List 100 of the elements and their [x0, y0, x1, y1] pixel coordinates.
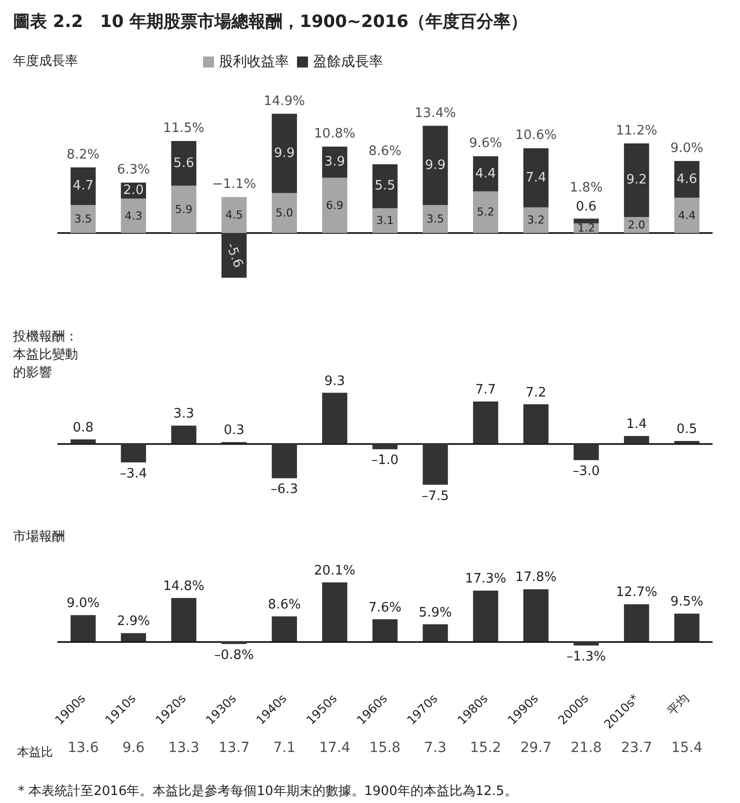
text: 本益比 — [17, 745, 53, 759]
data-label: 6.9 — [326, 198, 344, 212]
total-label: 8.2% — [66, 147, 100, 162]
text: * 本表統計至2016年。本益比是參考每個10年期末的數據。1900年的本益比為12.5。 — [18, 784, 518, 799]
bar — [171, 598, 196, 642]
bar — [624, 143, 650, 217]
data-label: 1.4 — [626, 417, 647, 432]
data-label: 4.5 — [225, 208, 243, 222]
data-label: 4.4 — [475, 166, 496, 182]
data-label: 9.2 — [626, 172, 647, 188]
total-label: 9.0% — [670, 141, 704, 156]
data-label: 17.4 — [319, 740, 350, 756]
data-label: –0.8% — [214, 648, 254, 664]
data-label: 4.6 — [676, 172, 698, 187]
bar — [70, 205, 96, 233]
data-label: 2.9% — [116, 614, 150, 630]
chart-subtitle: 年度成長率 — [13, 53, 78, 69]
bar — [523, 207, 548, 233]
bar — [322, 392, 348, 444]
total-label: 9.6% — [469, 136, 502, 152]
data-label: 2.0 — [123, 183, 144, 198]
data-label: 9.5% — [670, 594, 704, 610]
data-label: 17.8% — [515, 570, 557, 586]
bar — [624, 604, 650, 642]
legend-label: 股利收益率 — [219, 54, 289, 70]
data-label: 4.3 — [124, 209, 142, 222]
bar — [624, 436, 650, 444]
bar — [422, 444, 448, 485]
bar — [372, 619, 398, 642]
data-label: 5.9% — [418, 605, 452, 620]
bar — [372, 164, 398, 208]
bar — [120, 444, 146, 462]
chart-title: 投機報酬：本益比變動的影響 — [12, 330, 78, 380]
data-label: 9.0% — [66, 596, 100, 612]
total-label: −1.1% — [212, 177, 256, 192]
data-label: 20.1% — [314, 563, 356, 578]
data-label: 9.3 — [324, 374, 346, 389]
bar — [372, 208, 398, 233]
bar — [222, 197, 247, 233]
total-label: 10.8% — [314, 126, 356, 142]
bar — [272, 444, 297, 478]
bar — [222, 233, 247, 278]
data-label: 7.1 — [273, 740, 296, 756]
bar — [222, 642, 247, 644]
bar — [574, 642, 599, 646]
data-label: 13.6 — [68, 740, 99, 756]
total-label: 13.4% — [414, 106, 456, 121]
bar — [674, 198, 700, 233]
x-tick-label: 平均 — [664, 691, 692, 718]
bar — [322, 178, 348, 233]
bar — [272, 114, 297, 193]
data-label: 14.8% — [163, 579, 204, 594]
data-label: –7.5 — [422, 488, 449, 504]
legend-label: 盈餘成長率 — [313, 54, 383, 70]
data-label: 1.2 — [577, 222, 595, 235]
data-label: 15.8 — [369, 740, 401, 756]
data-label: 5.0 — [276, 206, 294, 220]
data-label: –3.0 — [572, 464, 600, 480]
data-label: 0.6 — [576, 200, 597, 215]
data-label: 7.4 — [526, 170, 546, 186]
data-label: 9.9 — [274, 146, 295, 161]
total-label: 14.9% — [264, 94, 306, 109]
bar — [473, 402, 498, 444]
total-label: 11.2% — [616, 123, 658, 138]
bar — [171, 426, 196, 444]
bar — [674, 614, 700, 642]
data-label: 3.9 — [324, 154, 346, 170]
data-label: 29.7 — [520, 740, 552, 756]
bar — [523, 148, 548, 208]
bar — [272, 616, 297, 642]
data-label: 3.1 — [376, 214, 394, 228]
bar — [70, 615, 96, 642]
bar — [422, 624, 448, 642]
data-label: 7.3 — [424, 740, 446, 756]
bar — [171, 141, 196, 186]
bar — [422, 126, 448, 205]
data-label: 5.5 — [374, 178, 396, 194]
data-label: 3.3 — [173, 406, 194, 422]
data-label: 9.9 — [424, 158, 446, 173]
bar — [473, 191, 498, 233]
bar — [422, 205, 448, 233]
data-label: 13.3 — [168, 740, 200, 756]
chart-title: 圖表 2.2 10 年期股票市場總報酬，1900~2016（年度百分率） — [13, 12, 528, 32]
data-label: 0.8 — [72, 420, 94, 436]
data-label: 7.2 — [526, 385, 546, 400]
data-label: 3.5 — [426, 212, 444, 226]
total-label: 8.6% — [368, 144, 402, 160]
bar — [574, 218, 599, 224]
bar — [674, 440, 700, 444]
total-label: 1.8% — [570, 180, 603, 196]
bar — [272, 193, 297, 233]
data-label: 0.3 — [224, 423, 244, 438]
chart-title: 市場報酬 — [13, 530, 65, 544]
data-label: –6.3 — [270, 482, 298, 498]
data-label: 15.4 — [671, 740, 703, 756]
bar — [171, 186, 196, 233]
data-label: –3.4 — [120, 466, 148, 482]
data-label: 5.9 — [175, 202, 193, 216]
data-label: 4.4 — [678, 208, 696, 222]
bar — [322, 582, 348, 642]
